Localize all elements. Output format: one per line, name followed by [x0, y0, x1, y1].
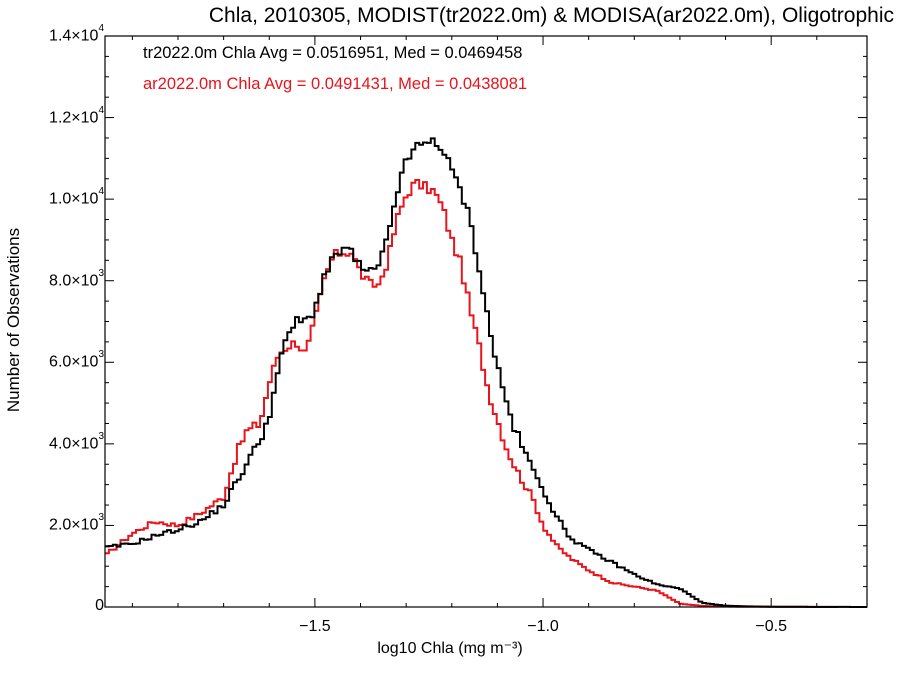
y-tick-label: 0: [95, 597, 104, 614]
y-axis-label: Number of Observations: [4, 227, 23, 413]
series-tr2022-histogram: [105, 137, 867, 608]
x-axis-label: log10 Chla (mg m⁻³): [377, 640, 523, 657]
y-tick-label: 8.0×103: [49, 267, 104, 290]
y-tick-label: 2.0×103: [49, 512, 104, 534]
annotation-tr-stats: tr2022.0m Chla Avg = 0.0516951, Med = 0.…: [143, 44, 523, 62]
annotation-ar-stats: ar2022.0m Chla Avg = 0.0491431, Med = 0.…: [143, 75, 528, 93]
x-tick-label: −0.5: [755, 618, 787, 635]
y-tick-label: 1.2×104: [49, 104, 104, 126]
x-tick-label: −1.5: [299, 618, 331, 635]
y-tick-label: 6.0×103: [49, 349, 104, 371]
plot-frame: [104, 35, 868, 608]
y-tick-label: 4.0×103: [49, 430, 104, 453]
y-tick-label: 1.0×104: [49, 186, 104, 208]
x-tick-label: −1.0: [527, 618, 559, 635]
y-tick-label: 1.4×104: [49, 23, 104, 45]
chart-title: Chla, 2010305, MODIST(tr2022.0m) & MODIS…: [208, 4, 894, 27]
series-ar2022-histogram: [105, 179, 838, 608]
